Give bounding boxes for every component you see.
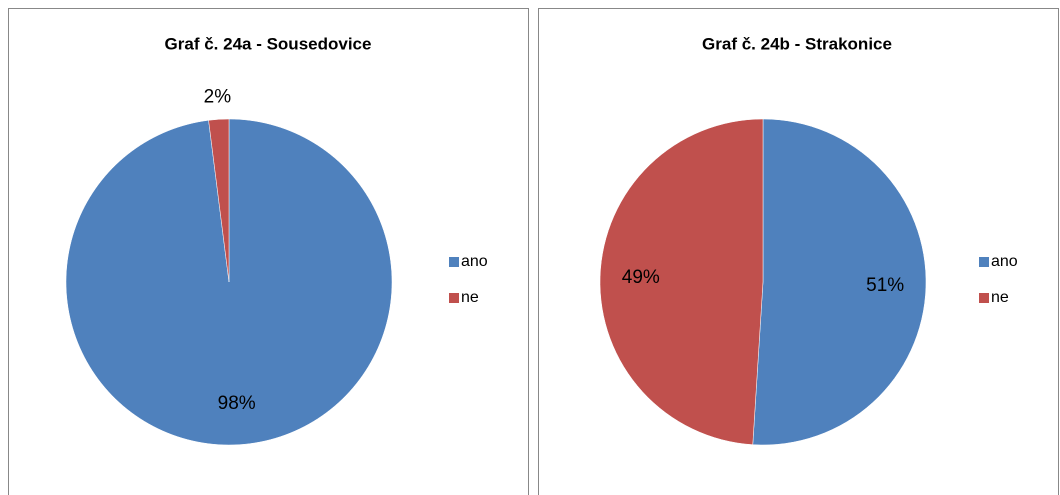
legend-label: ano <box>991 253 1018 270</box>
legend-label: ano <box>461 253 488 270</box>
legend-label: ne <box>461 289 479 306</box>
legend-swatch <box>979 293 989 303</box>
pie-slice <box>752 118 927 446</box>
data-label: 49% <box>622 267 660 288</box>
data-label: 98% <box>218 393 256 414</box>
pie-slice <box>208 118 230 283</box>
chart-title: Graf č. 24a - Sousedovice <box>165 34 372 53</box>
legend-swatch <box>449 257 459 267</box>
chart-title: Graf č. 24b - Strakonice <box>702 34 892 53</box>
legend-swatch <box>979 257 989 267</box>
pie-slice <box>599 118 764 445</box>
legend-swatch <box>449 293 459 303</box>
legend-label: ne <box>991 289 1009 306</box>
data-label: 2% <box>204 86 232 107</box>
data-label: 51% <box>866 275 904 296</box>
